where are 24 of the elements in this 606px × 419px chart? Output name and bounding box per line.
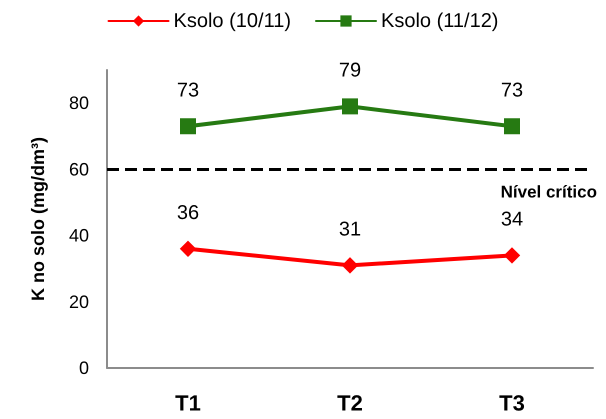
ref-line-label: Nível crítico (500, 182, 597, 202)
y-tick-label: 20 (68, 292, 89, 312)
x-tick-label: T1 (175, 390, 201, 416)
point (180, 240, 196, 257)
x-tick-label: T2 (337, 390, 363, 416)
legend-label: Ksolo (11/12) (381, 10, 498, 32)
x-tick-label: T3 (499, 390, 525, 416)
y-tick-label: 0 (78, 358, 89, 378)
y-tick-label: 60 (68, 159, 89, 180)
data-label: 31 (338, 218, 362, 240)
data-label: 79 (338, 59, 362, 82)
point (180, 118, 196, 134)
point (342, 257, 358, 274)
y-axis-title: K no solo (mg/dm³) (28, 137, 48, 301)
y-tick-label: 80 (68, 93, 89, 114)
point (342, 98, 358, 114)
point (504, 247, 520, 264)
data-label: 36 (176, 202, 200, 224)
y-tick-label: 40 (68, 226, 89, 246)
point (504, 118, 520, 134)
data-label: 73 (500, 79, 524, 102)
legend-label: Ksolo (10/11) (174, 10, 292, 32)
data-label: 73 (176, 79, 200, 102)
data-label: 34 (500, 208, 524, 230)
